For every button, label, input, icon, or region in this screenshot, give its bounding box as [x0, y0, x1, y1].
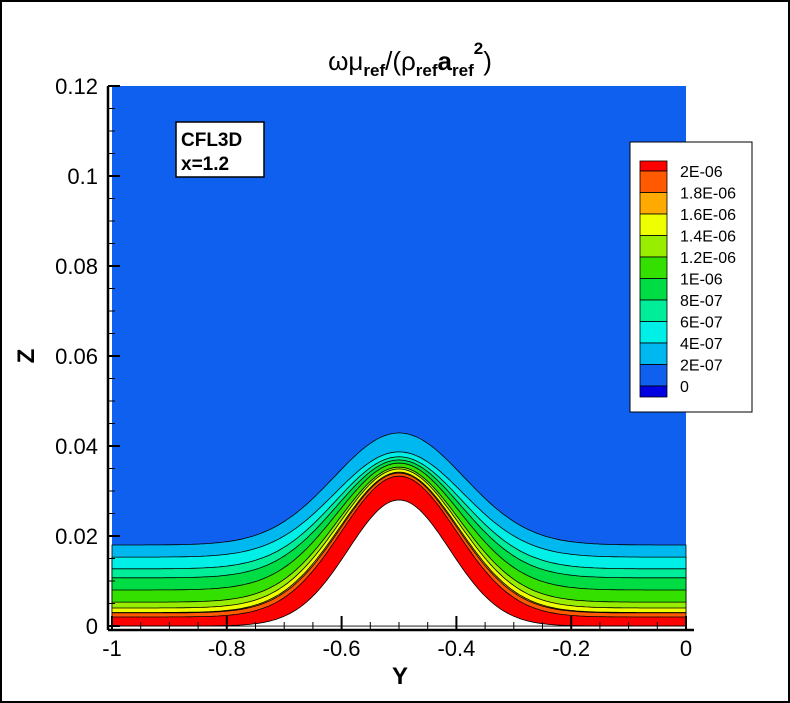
legend-label: 0 [680, 379, 689, 396]
legend-swatch [639, 192, 668, 215]
legend-label: 2E-07 [680, 358, 723, 375]
legend-label: 6E-07 [680, 315, 723, 332]
annotation-line1: CFL3D [181, 130, 242, 151]
legend-swatch [639, 213, 668, 236]
legend-swatch [639, 321, 668, 344]
axes: 0 0.02 0.04 0.06 0.08 0.1 0.12 -1 -0.8 -0.6 -0.4 -0… [55, 74, 694, 661]
legend-swatch [639, 235, 668, 258]
legend-swatch [639, 170, 668, 193]
legend-swatch-top [639, 160, 668, 172]
legend-label: 2E-06 [680, 164, 723, 181]
title-part: a [438, 46, 453, 76]
legend-label: 1E-06 [680, 272, 723, 289]
legend-label: 1.2E-06 [680, 250, 736, 267]
legend-swatch [639, 364, 668, 387]
x-tick-label: 0 [680, 636, 692, 661]
title-part: ) [483, 46, 492, 76]
chart-title: ωμref/(ρrefaref2) [328, 39, 492, 80]
y-axis-label: Z [13, 349, 40, 364]
y-tick-label: 0.02 [55, 524, 98, 549]
x-tick-label: -1 [102, 636, 122, 661]
y-tick-label: 0.08 [55, 254, 98, 279]
y-tick-label: 0.06 [55, 344, 98, 369]
plot-area [111, 86, 687, 627]
y-tick-label: 0.04 [55, 434, 98, 459]
y-tick-label: 0.1 [67, 164, 98, 189]
legend-swatch-bottom [639, 385, 668, 398]
legend-label: 1.4E-06 [680, 229, 736, 246]
annotation-line2: x=1.2 [181, 154, 229, 175]
x-tick-label: -0.4 [437, 636, 475, 661]
title-part: /(ρ [385, 46, 416, 76]
legend-swatch [639, 342, 668, 365]
title-part: ref [416, 61, 438, 80]
legend-label: 1.6E-06 [680, 207, 736, 224]
legend-swatch [639, 299, 668, 322]
legend-label: 4E-07 [680, 336, 723, 353]
x-tick-label: -0.6 [323, 636, 361, 661]
annotation-box: CFL3D x=1.2 [175, 121, 265, 178]
legend-swatch [639, 256, 668, 279]
title-part: 2 [474, 39, 483, 58]
legend-label: 8E-07 [680, 293, 723, 310]
x-tick-label: -0.8 [208, 636, 246, 661]
legend-label: 1.8E-06 [680, 186, 736, 203]
body-surface [112, 499, 686, 627]
y-tick-label: 0 [86, 614, 98, 639]
y-tick-label: 0.12 [55, 74, 98, 99]
title-part: ref [363, 61, 385, 80]
x-axis-label: Y [392, 663, 408, 690]
title-part: ref [452, 61, 474, 80]
legend: 2E-06 1.8E-06 1.6E-06 1.4E-06 1.2E-06 1E-06 8E… [629, 141, 753, 413]
x-tick-label: -0.2 [552, 636, 590, 661]
legend-swatch [639, 278, 668, 301]
title-part: ωμ [328, 46, 363, 76]
